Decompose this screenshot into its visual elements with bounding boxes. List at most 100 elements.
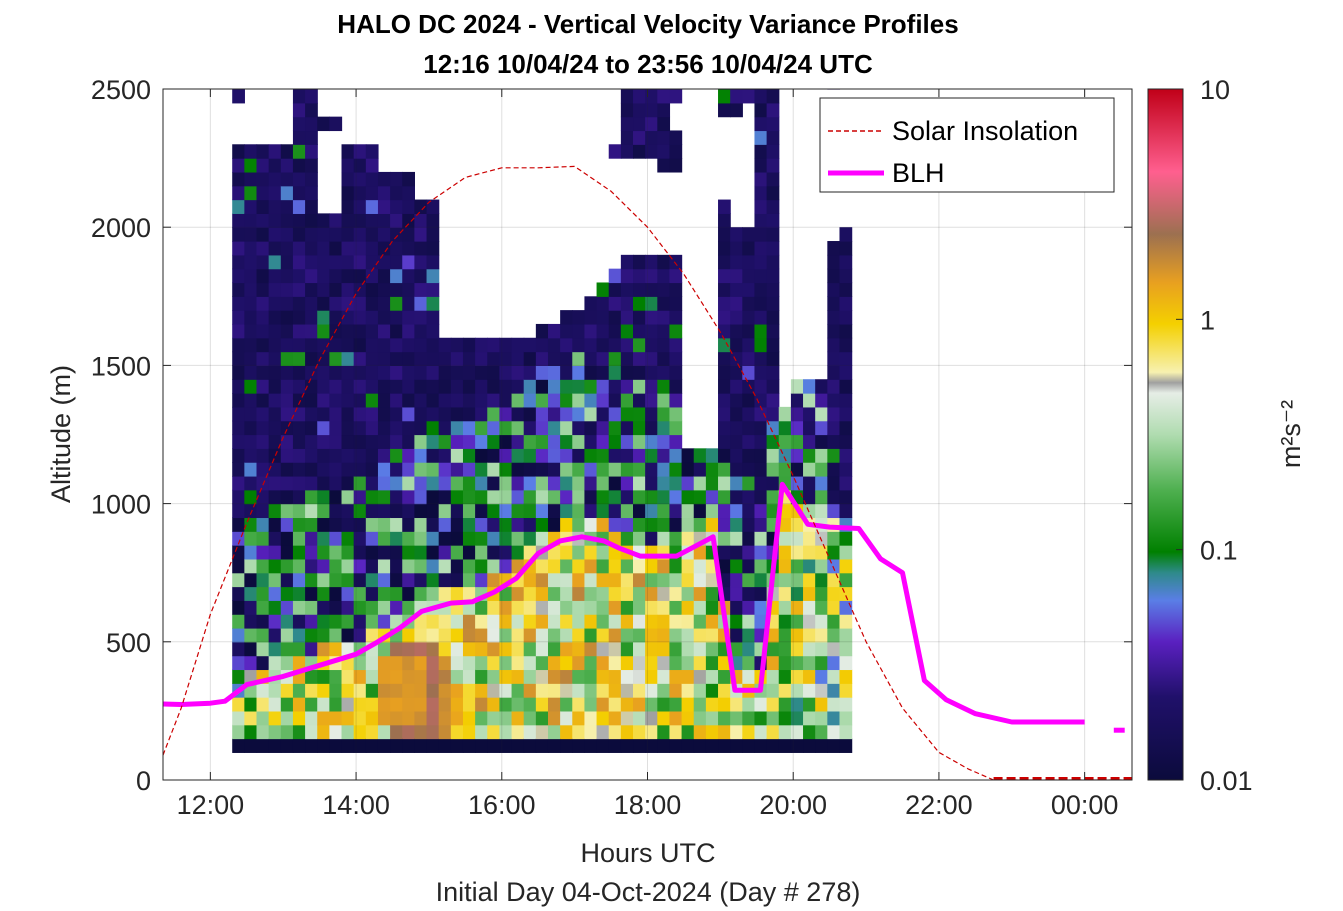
heatmap-cell [341,558,355,574]
heatmap-cell [596,600,610,615]
heatmap-cell [292,641,306,657]
heatmap-cell [438,475,452,491]
heatmap-cell [718,241,731,256]
heatmap-cell [608,683,622,698]
heatmap-cell [341,434,355,449]
heatmap-cell [426,627,440,643]
heatmap-cell [766,89,780,104]
heatmap-cell [596,558,610,574]
heatmap-cell [778,434,792,449]
heatmap-cell [681,655,695,671]
heatmap-cell [730,558,743,574]
heatmap-cell [317,669,330,684]
heatmap-cell [815,434,828,449]
heatmap-cell [365,406,379,422]
heatmap-cell [584,683,598,698]
heatmap-cell [341,158,355,173]
heatmap-cell [414,379,428,394]
heatmap-cell [317,475,330,491]
heatmap-cell [414,683,428,698]
heatmap-cell [292,365,306,380]
heatmap-cell [620,296,634,311]
heatmap-cell [317,365,330,380]
heatmap-cell [572,379,586,394]
heatmap-cell [681,558,695,574]
heatmap-cell [547,489,561,505]
heatmap-cell [730,282,743,297]
heatmap-cell [742,323,756,339]
heatmap-cell [608,558,622,574]
heatmap-cell [268,158,282,173]
heatmap-cell [353,669,367,684]
heatmap-cell [292,102,306,118]
heatmap-cell [620,669,634,684]
heatmap-cell [766,627,780,643]
heatmap-cell [547,379,561,394]
heatmap-cell [317,420,330,436]
heatmap-cell [365,393,379,408]
heatmap-cell [377,268,391,284]
solar-insolation-line [163,165,1132,780]
heatmap-cell [718,434,731,449]
heatmap-cell [341,475,355,491]
heatmap-cell [633,503,646,519]
heatmap-cell [839,655,853,671]
heatmap-cell [341,462,355,477]
heatmap-cell [620,365,634,380]
heatmap-cell [584,503,598,519]
heatmap-cell [499,627,513,643]
heatmap-cell [657,268,671,284]
heatmap-cell [329,558,343,574]
heatmap-cell [353,268,367,284]
heatmap-cell [620,586,634,601]
heatmap-cell [584,462,598,477]
heatmap-cell [790,531,804,546]
heatmap-cell [377,572,391,588]
heatmap-cell [462,351,476,366]
heatmap-cell [633,614,646,629]
heatmap-cell [669,489,683,505]
heatmap-cell [280,365,294,380]
heatmap-cell [718,558,731,574]
heatmap-cell [560,393,573,408]
heatmap-cell [353,503,367,519]
heatmap-cell [280,572,294,588]
heatmap-cell [487,724,501,740]
heatmap-cell [535,351,549,366]
heatmap-cell [608,448,622,463]
heatmap-cell [584,448,598,463]
heatmap-cell [657,130,671,145]
heatmap-cell [827,724,841,740]
heatmap-cell [499,393,513,408]
heatmap-cell [584,641,598,657]
heatmap-cell [766,655,780,671]
heatmap-cell [305,144,318,159]
heatmap-cell [268,697,282,712]
heatmap-cell [523,586,537,601]
heatmap-cell [377,586,391,601]
heatmap-cell [280,379,294,394]
heatmap-cell [608,379,622,394]
heatmap-cell [414,199,428,214]
heatmap-cell [535,558,549,574]
heatmap-cell [730,89,743,104]
heatmap-cell [390,268,403,284]
heatmap-cell [766,462,780,477]
heatmap-cell [718,669,731,684]
heatmap-cell [256,296,270,311]
heatmap-cell [232,393,245,408]
heatmap-cell [827,614,841,629]
heatmap-cell [705,697,719,712]
heatmap-cell [402,448,415,463]
heatmap-cell [803,669,816,684]
heatmap-cell [645,738,658,753]
heatmap-cell [317,462,330,477]
heatmap-cell [305,89,318,104]
heatmap-cell [535,323,549,339]
heatmap-cell [329,310,343,325]
heatmap-cell [803,503,816,519]
heatmap-cell [450,531,464,546]
heatmap-cell [511,393,525,408]
heatmap-cell [353,738,367,753]
heatmap-cell [511,517,525,532]
